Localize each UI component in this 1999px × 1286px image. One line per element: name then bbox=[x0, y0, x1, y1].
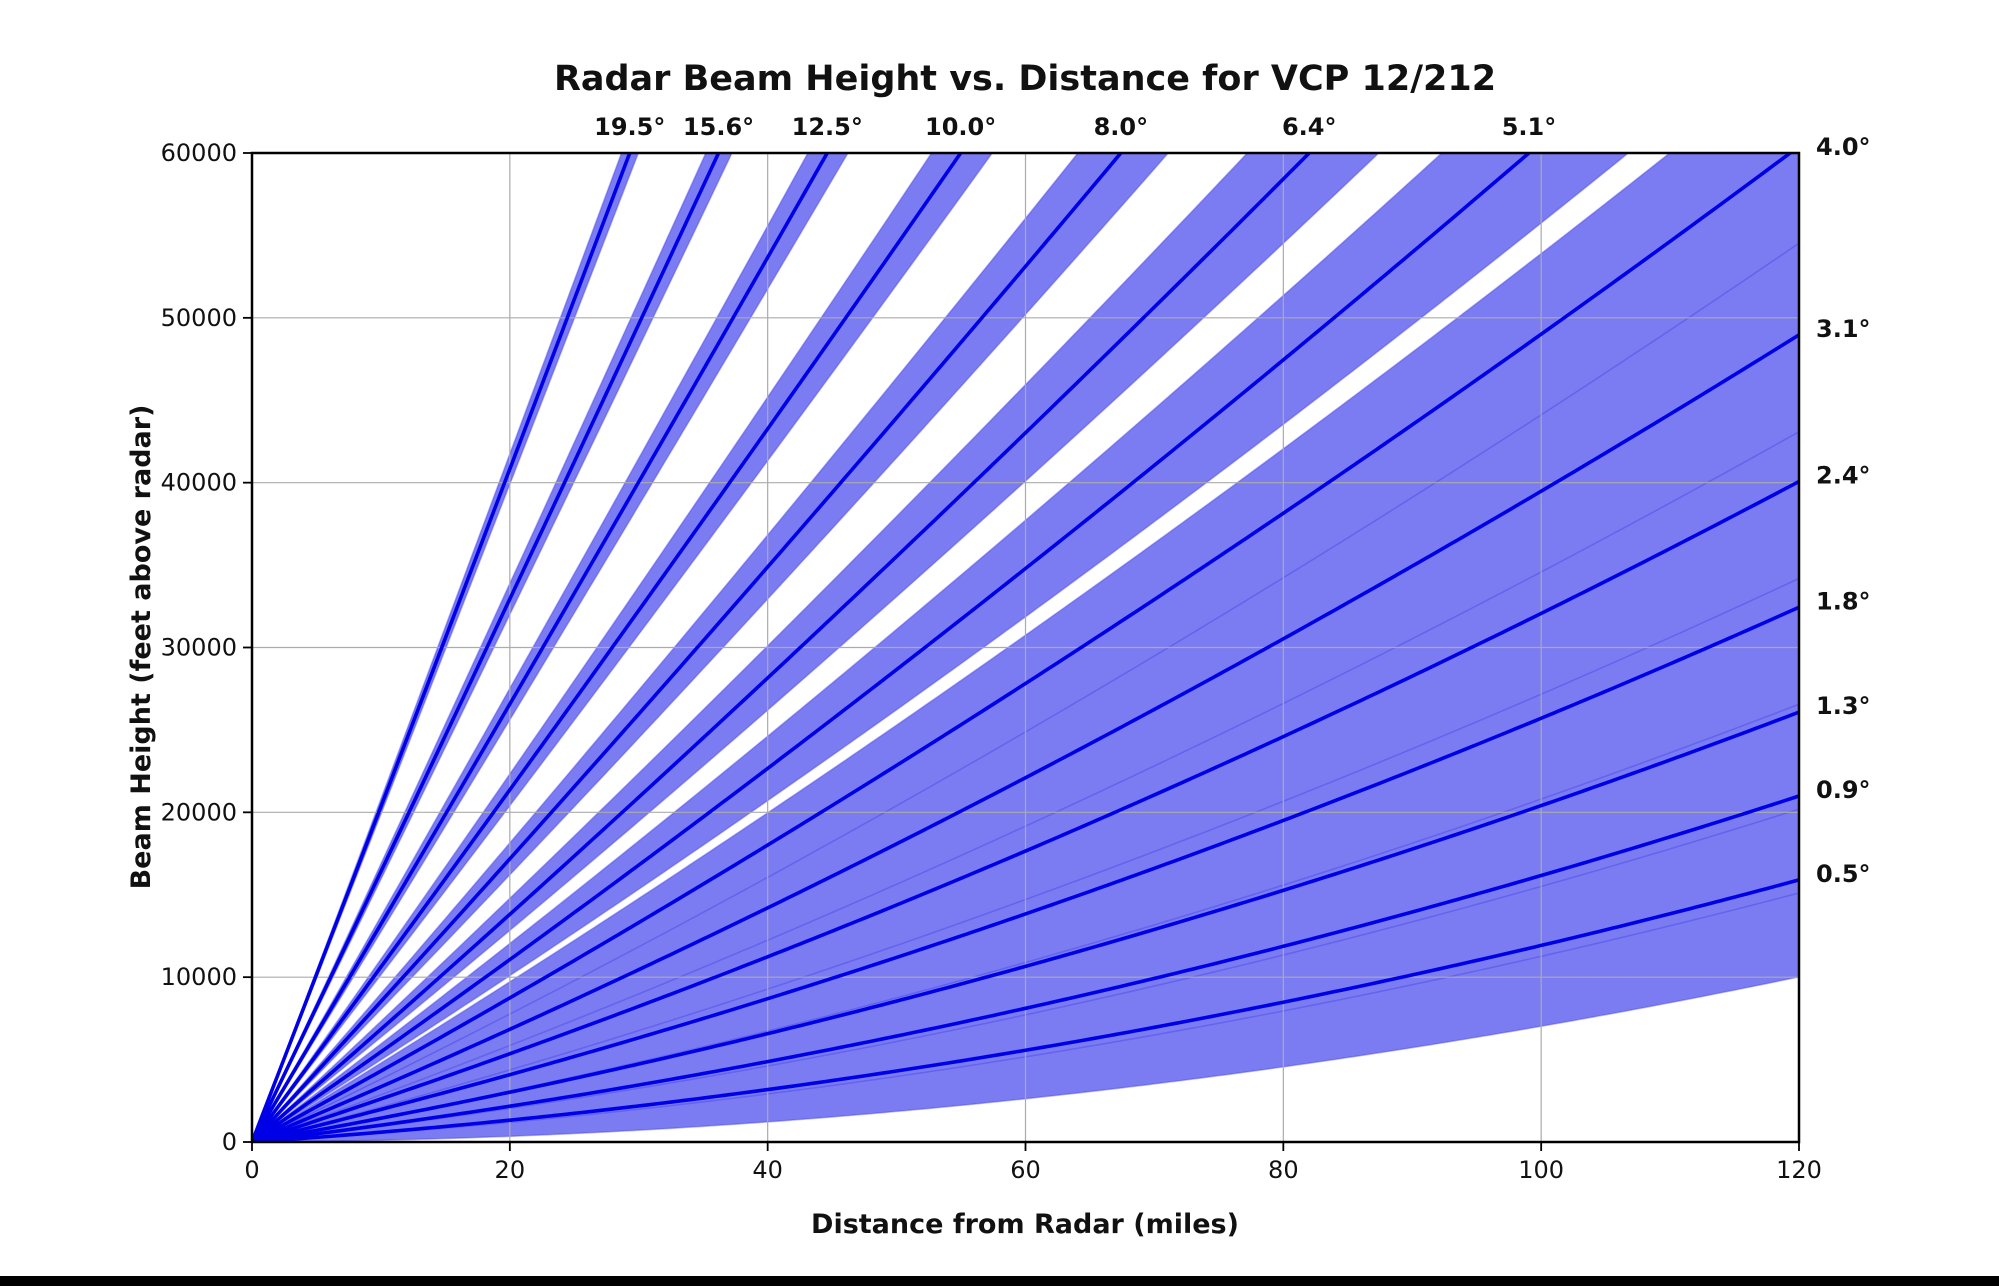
beam-center-line bbox=[252, 153, 632, 1142]
x-tick-label: 60 bbox=[1010, 1156, 1041, 1184]
beam-center-line bbox=[252, 333, 1799, 1142]
angle-label-right: 1.8° bbox=[1816, 587, 1871, 615]
y-tick-label: 50000 bbox=[161, 304, 237, 332]
x-tick-label: 120 bbox=[1776, 1156, 1822, 1184]
beam-center-line bbox=[252, 605, 1799, 1142]
x-tick-label: 0 bbox=[244, 1156, 259, 1184]
beam-center-line bbox=[252, 479, 1799, 1142]
angle-label-top: 6.4° bbox=[1282, 113, 1337, 141]
beam-center-line bbox=[252, 153, 830, 1142]
beam-center-line bbox=[252, 794, 1799, 1142]
x-tick-label: 40 bbox=[752, 1156, 783, 1184]
angle-label-top: 15.6° bbox=[683, 113, 754, 141]
y-tick-label: 10000 bbox=[161, 963, 237, 991]
angle-label-right: 3.1° bbox=[1816, 315, 1871, 343]
bottom-window-edge-bar bbox=[0, 1276, 1999, 1286]
angle-label-top: 12.5° bbox=[792, 113, 863, 141]
y-tick-label: 30000 bbox=[161, 634, 237, 662]
beam-centerlines-layer bbox=[252, 153, 1799, 1142]
beam-center-line bbox=[252, 153, 1794, 1142]
angle-label-right: 2.4° bbox=[1816, 462, 1871, 490]
angle-label-right: 0.5° bbox=[1816, 860, 1871, 888]
beam-center-line bbox=[252, 153, 1124, 1142]
angle-label-right: 4.0° bbox=[1816, 133, 1871, 161]
beam-center-line bbox=[252, 153, 1312, 1142]
x-tick-label: 80 bbox=[1268, 1156, 1299, 1184]
x-tick-label: 20 bbox=[495, 1156, 526, 1184]
beam-center-line bbox=[252, 153, 721, 1142]
angle-label-top: 5.1° bbox=[1502, 113, 1557, 141]
angle-label-right: 1.3° bbox=[1816, 692, 1871, 720]
angle-labels-layer: 19.5° 15.6° 12.5° 10.0° 8.0° 6.4° 5.1° 4.0° 3.1°… bbox=[594, 113, 1870, 888]
x-tick-label: 100 bbox=[1518, 1156, 1564, 1184]
beam-center-line bbox=[252, 153, 963, 1142]
beam-center-line bbox=[252, 153, 1532, 1142]
y-axis-label: Beam Height (feet above radar) bbox=[126, 405, 157, 890]
gridlines-layer bbox=[252, 153, 1799, 1142]
chart-title: Radar Beam Height vs. Distance for VCP 1… bbox=[554, 59, 1496, 99]
ticks-layer bbox=[243, 152, 1800, 1151]
angle-label-top: 10.0° bbox=[925, 113, 996, 141]
y-tick-label: 0 bbox=[222, 1128, 237, 1156]
angle-label-right: 0.9° bbox=[1816, 776, 1871, 804]
tick-labels-layer: 0 20 40 60 80 100 120 0 10000 20000 30000 40000 5000… bbox=[161, 139, 1822, 1184]
beam-center-line bbox=[252, 878, 1799, 1142]
x-axis-label: Distance from Radar (miles) bbox=[811, 1209, 1239, 1240]
beam-center-line bbox=[252, 710, 1799, 1142]
y-tick-label: 20000 bbox=[161, 798, 237, 826]
angle-label-top: 8.0° bbox=[1094, 113, 1149, 141]
angle-label-top: 19.5° bbox=[594, 113, 665, 141]
y-tick-label: 60000 bbox=[161, 139, 237, 167]
y-tick-label: 40000 bbox=[161, 469, 237, 497]
